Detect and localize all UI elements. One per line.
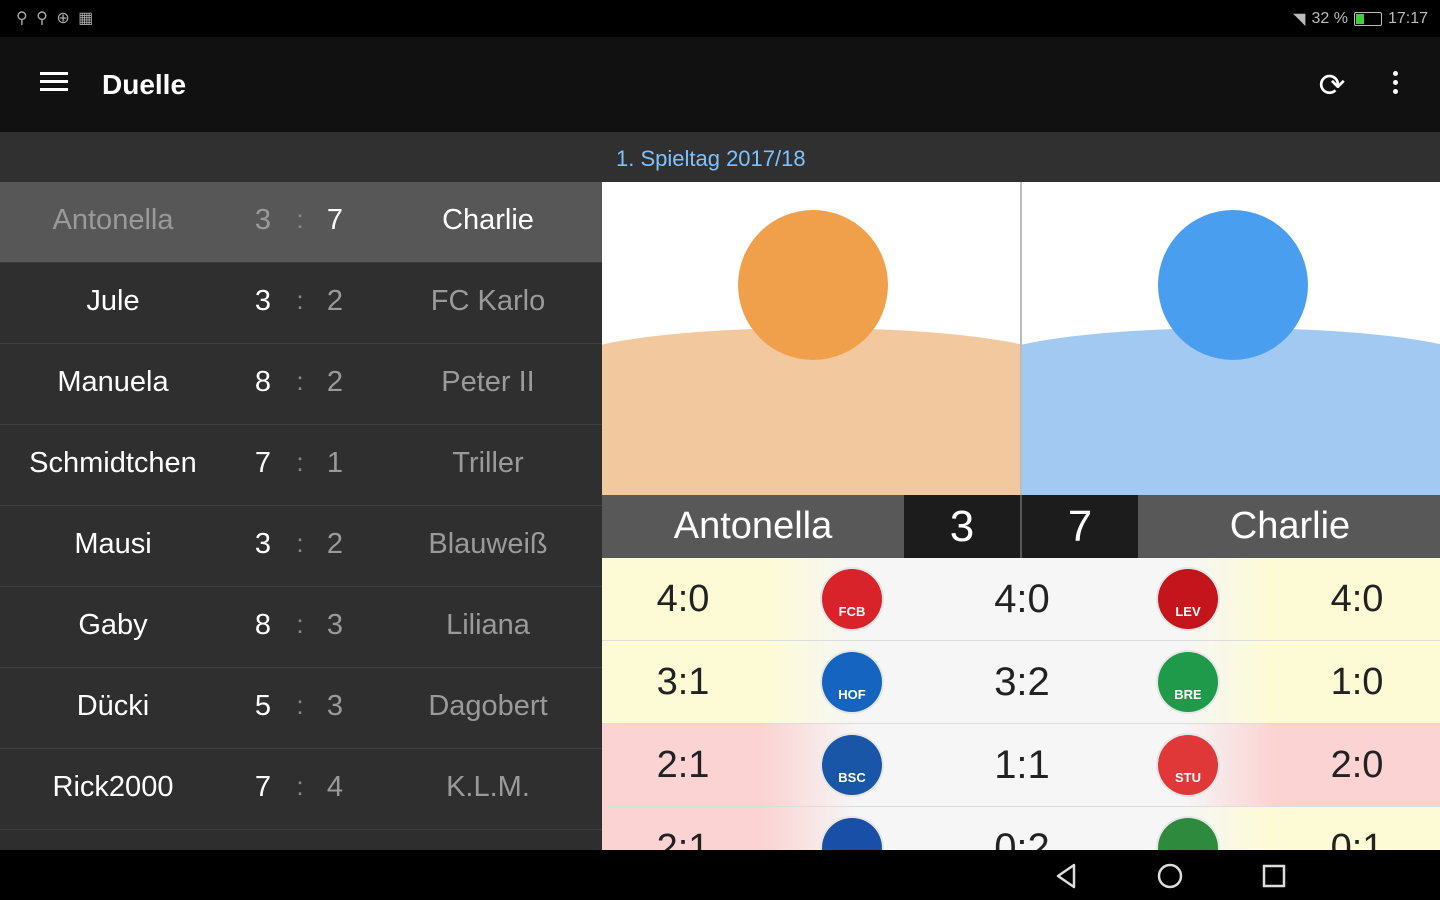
away-team-logo-icon: LEV — [1158, 569, 1218, 629]
duel-away-player: Charlie — [442, 204, 534, 236]
avatar-divider — [1020, 182, 1022, 495]
app-toolbar: Duelle ⟳ — [0, 37, 1440, 132]
duel-home-player: Schmidtchen — [29, 447, 197, 479]
player2-tip: 1:0 — [1274, 641, 1440, 723]
duel-home-score: 3 — [254, 528, 272, 560]
duel-row[interactable]: Rick2000 7:4 K.L.M. — [0, 749, 602, 830]
duel-scorebar: Antonella 3 7 Charlie — [602, 495, 1440, 558]
player2-tip: 0:1 — [1274, 807, 1440, 850]
duel-away-score: 3 — [326, 609, 344, 641]
duel-away-score: 1 — [326, 447, 344, 479]
duel-row[interactable]: Schmidtchen 7:1 Triller — [0, 425, 602, 506]
recent-apps-icon[interactable] — [1258, 860, 1290, 892]
player1-tip: 2:1 — [602, 807, 764, 850]
player2-name: Charlie — [1229, 505, 1351, 547]
player1-score: 3 — [904, 495, 1020, 558]
wifi-icon: ◥ — [1293, 11, 1306, 28]
duel-away-player: Triller — [452, 447, 524, 479]
score-separator: : — [296, 771, 304, 801]
duel-home-score: 8 — [254, 366, 272, 398]
player1-tip: 3:1 — [602, 641, 764, 723]
matchday-label: 1. Spieltag 2017/18 — [616, 146, 806, 171]
duel-away-score: 4 — [326, 771, 344, 803]
back-icon[interactable] — [1050, 860, 1082, 892]
battery-icon — [1353, 12, 1382, 26]
refresh-icon[interactable]: ⟳ — [1318, 67, 1346, 103]
tip-row: 2:1 BSC 1:1 STU 2:0 — [602, 724, 1440, 807]
player2-tip: 2:0 — [1274, 724, 1440, 806]
player1-tip: 4:0 — [602, 558, 764, 640]
duel-home-player: Mausi — [74, 528, 152, 560]
duel-home-score: 7 — [254, 447, 272, 479]
score-separator: : — [296, 447, 304, 477]
duel-away-player: Blauweiß — [428, 528, 548, 560]
away-team-logo-icon: STU — [1158, 735, 1218, 795]
duel-row[interactable]: Gaby 8:3 Liliana — [0, 587, 602, 668]
player2-avatar — [1022, 182, 1440, 495]
player2-tip: 4:0 — [1274, 558, 1440, 640]
duel-row[interactable]: Antonella 3:7 Charlie — [0, 182, 602, 263]
score-separator: : — [296, 285, 304, 315]
match-result: 0:2 — [994, 826, 1050, 850]
player1-name: Antonella — [673, 505, 833, 547]
match-result: 1:1 — [994, 743, 1050, 787]
score-separator: : — [296, 690, 304, 720]
home-team-logo-icon: FCB — [822, 569, 882, 629]
duel-detail: Antonella 3 7 Charlie 4:0 FCB 4:0 LEV 4:0 3:1… — [602, 182, 1440, 850]
battery-percent: 32 % — [1311, 10, 1348, 27]
duel-list: Antonella 3:7 Charlie Jule 3:2 FC Karlo Manuel… — [0, 182, 602, 850]
page-title: Duelle — [102, 69, 187, 100]
duel-home-score: 8 — [254, 609, 272, 641]
duel-away-player: K.L.M. — [446, 771, 530, 803]
notification-icons: ⚲ ⚲ ⊕ ▦ — [16, 10, 96, 27]
status-bar: ⚲ ⚲ ⊕ ▦ ◥ 32 % 17:17 — [0, 0, 1440, 37]
match-result: 4:0 — [994, 577, 1050, 621]
duel-home-score: 5 — [254, 690, 272, 722]
duel-row[interactable]: Dücki 5:3 Dagobert — [0, 668, 602, 749]
duel-away-player: Dagobert — [428, 690, 548, 722]
home-icon[interactable] — [1154, 860, 1186, 892]
duel-away-score: 2 — [326, 366, 344, 398]
home-team-logo-icon: BSC — [822, 735, 882, 795]
duel-away-player: FC Karlo — [430, 285, 546, 317]
matchday-header: 1. Spieltag 2017/18 — [0, 132, 1440, 182]
home-team-logo-icon: HOF — [822, 652, 882, 712]
duel-home-player: Dücki — [76, 690, 150, 722]
tip-row: 2:1 0:2 0:1 — [602, 807, 1440, 850]
system-nav-bar — [0, 850, 1440, 900]
duel-home-score: 3 — [254, 204, 272, 236]
duel-away-player: Peter II — [441, 366, 535, 398]
score-separator: : — [296, 528, 304, 558]
duel-away-score: 7 — [326, 204, 344, 236]
duel-home-player: Manuela — [57, 366, 169, 398]
more-options-icon[interactable] — [1380, 67, 1410, 103]
score-separator: : — [296, 366, 304, 396]
status-right: ◥ 32 % 17:17 — [1293, 9, 1428, 29]
player1-tip: 2:1 — [602, 724, 764, 806]
duel-home-score: 7 — [254, 771, 272, 803]
hamburger-menu-icon[interactable] — [26, 67, 82, 107]
duel-away-score: 2 — [326, 528, 344, 560]
score-separator: : — [296, 204, 304, 234]
clock: 17:17 — [1387, 10, 1428, 27]
duel-row[interactable]: Manuela 8:2 Peter II — [0, 344, 602, 425]
duel-home-player: Antonella — [52, 204, 174, 236]
tip-row: 4:0 FCB 4:0 LEV 4:0 — [602, 558, 1440, 641]
score-separator: : — [296, 609, 304, 639]
duel-row[interactable]: Jule 3:2 FC Karlo — [0, 263, 602, 344]
player1-avatar — [602, 182, 1020, 495]
away-team-logo-icon: BRE — [1158, 652, 1218, 712]
duel-away-score: 3 — [326, 690, 344, 722]
duel-row[interactable]: Mausi 3:2 Blauweiß — [0, 506, 602, 587]
match-result: 3:2 — [994, 660, 1050, 704]
tip-row: 3:1 HOF 3:2 BRE 1:0 — [602, 641, 1440, 724]
duel-home-player: Rick2000 — [52, 771, 174, 803]
duel-home-score: 3 — [254, 285, 272, 317]
duel-home-player: Jule — [86, 285, 140, 317]
duel-away-score: 2 — [326, 285, 344, 317]
player2-score: 7 — [1022, 495, 1138, 558]
duel-away-player: Liliana — [446, 609, 530, 641]
duel-home-player: Gaby — [78, 609, 148, 641]
